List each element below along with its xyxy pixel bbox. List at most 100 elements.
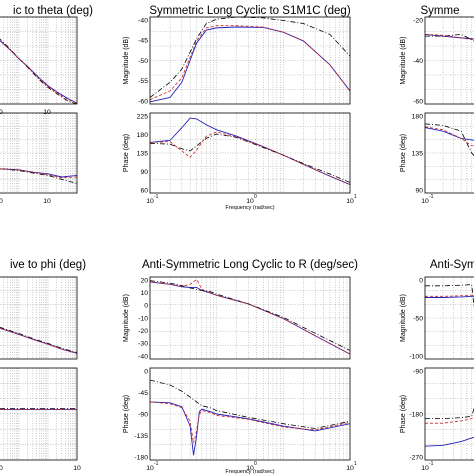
panel-bottom-right: Anti-Symm 0 -50 -100 Magnitude (dB) -90 -180 -2…	[400, 259, 474, 472]
x-tick-exponent: -1	[154, 461, 159, 467]
axes-box	[0, 367, 78, 461]
x-tick-label: 10	[0, 198, 3, 205]
series-line-dashed	[425, 294, 474, 297]
y-tick-label: -40	[138, 17, 148, 24]
series-line-dashdot	[149, 16, 351, 98]
y-tick-label: -100	[409, 353, 423, 360]
y-tick-label: 60	[140, 187, 148, 194]
y-tick-label: -50	[413, 315, 423, 322]
magnitude-subplot: 0 -50 -100 Magnitude (dB)	[400, 276, 474, 360]
panel-top-right: Symme-20 -40 -60 Magnitude (dB) 180 135 90 Phas…	[400, 5, 474, 205]
axes-box	[0, 112, 78, 194]
x-tick-label: 10	[246, 198, 254, 205]
axes-box	[424, 112, 474, 194]
series-line-dashdot	[424, 123, 474, 157]
series-line-solid	[149, 401, 351, 456]
y-tick-label: 0	[144, 303, 148, 310]
x-tick-exponent: -1	[154, 194, 159, 200]
x-tick-label: 10	[0, 109, 3, 116]
y-tick-label: -90	[138, 411, 148, 418]
series-line-solid	[149, 26, 351, 103]
x-tick-exponent: 0	[254, 461, 257, 467]
y-tick-label: 135	[412, 150, 424, 157]
x-tick-label: 10	[421, 198, 429, 205]
panel-bottom-center: Anti-Symmetric Long Cyclic to R (deg/sec…	[123, 259, 358, 474]
y-tick-label: 90	[140, 169, 148, 176]
panel-top-left: ic to theta (deg) 10 10 10 10	[0, 5, 93, 205]
series-line-solid	[0, 40, 78, 104]
axes-box	[149, 276, 351, 360]
series-line-dashdot	[149, 379, 351, 429]
y-tick-label: -135	[134, 433, 148, 440]
y-tick-label: -20	[413, 17, 423, 24]
y-tick-label: 10	[140, 290, 148, 297]
series-line-dashdot	[425, 33, 474, 42]
y-tick-label: -45	[138, 38, 148, 45]
magnitude-subplot: -20 -40 -60 Magnitude (dB)	[400, 16, 474, 105]
y-tick-label: -20	[138, 328, 148, 335]
y-axis-label: Phase (deg)	[123, 134, 130, 172]
x-tick-label: 10	[43, 198, 51, 205]
series-line-dashdot	[0, 38, 78, 105]
series-line-solid	[424, 436, 474, 447]
x-axis-label: Frequency (rad/sec)	[225, 469, 274, 474]
series-line-solid	[149, 117, 351, 185]
y-axis-label: Phase (deg)	[400, 134, 407, 172]
y-tick-label: -90	[413, 368, 423, 375]
axes-box	[149, 367, 351, 461]
y-tick-label: -55	[138, 78, 148, 85]
series-line-dashdot	[425, 284, 474, 310]
y-axis-label: Phase (deg)	[400, 395, 407, 433]
y-tick-label: -40	[413, 58, 423, 65]
y-axis-label: Phase (deg)	[123, 395, 130, 433]
x-tick-exponent: -1	[429, 194, 434, 200]
panel-title: ic to theta (deg)	[13, 5, 93, 17]
y-tick-label: -45	[138, 390, 148, 397]
phase-subplot: 180 135 90 Phase (deg) 10-1	[400, 112, 474, 205]
phase-subplot: 10 10	[0, 112, 78, 205]
x-tick-exponent: -1	[429, 461, 434, 467]
y-tick-label: 180	[137, 132, 149, 139]
x-tick-label: 10	[73, 465, 81, 472]
series-line-dashed	[149, 25, 351, 101]
x-tick-label: 10	[346, 198, 354, 205]
y-axis-label: Magnitude (dB)	[400, 294, 407, 342]
y-tick-label: -10	[138, 315, 148, 322]
magnitude-subplot	[0, 276, 78, 360]
series-line-dashdot	[425, 407, 474, 419]
y-tick-label: 20	[140, 277, 148, 284]
y-axis-label: Magnitude (dB)	[123, 294, 130, 342]
series-line-dashdot	[149, 280, 351, 351]
series-line-dashed	[424, 126, 474, 147]
axes-box	[0, 16, 78, 105]
panel-title: Anti-Symm	[430, 259, 474, 271]
panel-title: Symmetric Long Cyclic to S1M1C (deg)	[149, 5, 350, 17]
x-tick-exponent: 1	[354, 194, 357, 200]
magnitude-subplot: 10 10	[0, 16, 78, 116]
x-tick-label: 10	[346, 465, 354, 472]
y-tick-label: 90	[415, 187, 423, 194]
x-tick-label: 10	[43, 109, 51, 116]
series-line-solid	[425, 295, 474, 298]
phase-subplot: -90 -180 -270 Phase (deg) 10-1	[400, 367, 474, 472]
axes-box	[149, 112, 351, 194]
y-tick-label: -60	[138, 98, 148, 105]
y-tick-label: -270	[409, 454, 423, 461]
axes-box	[424, 276, 474, 360]
series-line-dashdot	[0, 326, 78, 353]
x-axis-label: Frequency (rad/sec)	[225, 205, 274, 211]
panel-top-center: Symmetric Long Cyclic to S1M1C (deg)-40 -…	[123, 5, 357, 211]
x-tick-exponent: 0	[254, 194, 257, 200]
y-tick-label: -180	[409, 411, 423, 418]
series-line-dashed	[0, 39, 78, 104]
axes-box	[424, 367, 474, 461]
y-tick-label: 180	[412, 113, 424, 120]
series-line-dashed	[0, 168, 78, 179]
series-line-dashdot	[149, 133, 351, 183]
y-tick-label: -40	[138, 353, 148, 360]
phase-subplot: 10 10	[0, 367, 81, 472]
series-line-dashed	[425, 417, 474, 424]
series-line-dashed	[0, 327, 78, 354]
